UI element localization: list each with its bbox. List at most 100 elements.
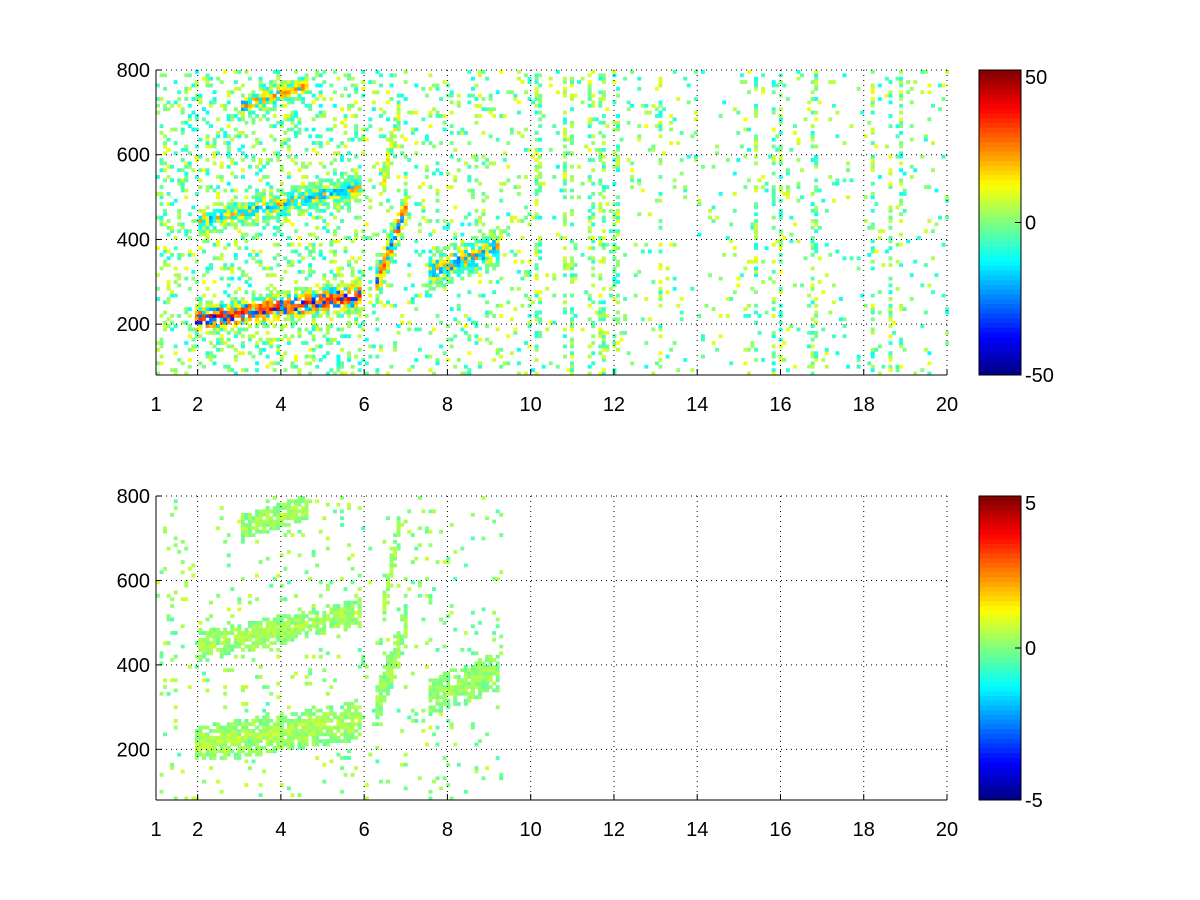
heatmap-cell [240, 100, 245, 105]
heatmap-cell [184, 597, 189, 602]
heatmap-cell [329, 324, 334, 328]
heatmap-cell [700, 337, 705, 342]
heatmap-cell [654, 198, 659, 203]
heatmap-cell [591, 361, 596, 366]
heatmap-cell [219, 256, 224, 261]
colorbar-segment [979, 127, 1021, 133]
heatmap-cell [311, 607, 316, 612]
heatmap-cell [311, 705, 316, 710]
heatmap-cell [233, 310, 238, 315]
heatmap-cell [329, 617, 334, 622]
heatmap-cell [294, 307, 298, 312]
heatmap-cell [789, 147, 794, 152]
heatmap-cell [276, 208, 281, 213]
heatmap-cell [350, 722, 355, 727]
heatmap-cell [336, 718, 341, 723]
heatmap-cell [460, 263, 465, 267]
heatmap-cell [308, 712, 313, 716]
heatmap-cell [311, 297, 316, 301]
heatmap-cell [194, 175, 199, 179]
heatmap-cell [315, 202, 320, 206]
heatmap-cell [294, 614, 298, 618]
heatmap-cell [467, 70, 472, 74]
heatmap-cell [336, 205, 341, 210]
heatmap-cell [531, 368, 536, 373]
heatmap-cell [325, 651, 330, 656]
heatmap-cell [294, 502, 298, 507]
heatmap-cell [159, 195, 164, 200]
heatmap-cell [276, 526, 281, 531]
heatmap-cell [205, 752, 210, 757]
heatmap-cell [368, 580, 373, 585]
heatmap-cell [173, 141, 178, 145]
heatmap-cell [272, 80, 277, 84]
heatmap-cell [230, 300, 235, 305]
heatmap-cell [308, 303, 313, 308]
heatmap-cell [474, 83, 479, 88]
heatmap-cell [877, 344, 882, 349]
heatmap-cell [502, 361, 507, 366]
heatmap-cell [325, 715, 330, 720]
heatmap-cell [315, 725, 320, 730]
heatmap-cell [209, 742, 214, 747]
heatmap-cell [294, 83, 298, 88]
heatmap-cell [318, 195, 323, 200]
heatmap-cell [881, 263, 886, 267]
heatmap-cell [223, 290, 228, 295]
heatmap-cell [782, 358, 787, 362]
heatmap-cell [322, 303, 327, 308]
heatmap-cell [562, 334, 567, 339]
heatmap-cell [315, 236, 320, 240]
heatmap-cell [212, 141, 217, 145]
heatmap-cell [382, 597, 387, 602]
heatmap-cell [817, 188, 822, 193]
heatmap-cell [332, 259, 337, 264]
heatmap-cell [219, 337, 224, 342]
heatmap-cell [736, 158, 741, 162]
heatmap-cell [435, 249, 440, 254]
heatmap-cell [332, 712, 337, 716]
heatmap-cell [279, 205, 284, 210]
heatmap-cell [538, 239, 543, 244]
heatmap-cell [297, 519, 302, 524]
heatmap-cell [771, 154, 776, 159]
heatmap-cell [177, 550, 182, 554]
heatmap-cell [159, 215, 164, 220]
heatmap-cell [255, 232, 260, 237]
heatmap-cell [439, 253, 444, 257]
heatmap-cell [248, 337, 252, 342]
heatmap-cell [382, 671, 387, 676]
heatmap-cell [318, 358, 323, 362]
heatmap-cell [329, 300, 334, 305]
heatmap-cell [877, 97, 882, 101]
heatmap-cell [870, 97, 875, 101]
heatmap-cell [888, 307, 893, 312]
heatmap-cell [255, 512, 260, 517]
heatmap-cell [173, 100, 178, 105]
heatmap-cell [382, 607, 387, 612]
heatmap-cell [785, 168, 790, 173]
heatmap-cell [170, 762, 175, 767]
heatmap-cell [308, 90, 313, 95]
heatmap-cell [598, 147, 603, 152]
heatmap-cell [711, 205, 716, 210]
heatmap-cell [240, 368, 245, 373]
heatmap-cell [251, 154, 256, 159]
heatmap-cell [304, 620, 309, 625]
heatmap-cell [294, 195, 298, 200]
heatmap-cell [163, 529, 168, 534]
heatmap-cell [570, 307, 574, 312]
heatmap-cell [237, 147, 242, 152]
heatmap-cell [272, 314, 277, 318]
heatmap-cell [286, 127, 291, 132]
heatmap-cell [601, 286, 606, 291]
heatmap-cell [474, 114, 479, 118]
heatmap-cell [382, 171, 387, 176]
heatmap-cell [255, 97, 260, 101]
colorbar-segment [979, 279, 1021, 285]
heatmap-cell [456, 100, 461, 105]
heatmap-cell [262, 627, 267, 632]
heatmap-cell [527, 297, 532, 301]
heatmap-cell [244, 320, 249, 325]
heatmap-cell [290, 793, 295, 798]
